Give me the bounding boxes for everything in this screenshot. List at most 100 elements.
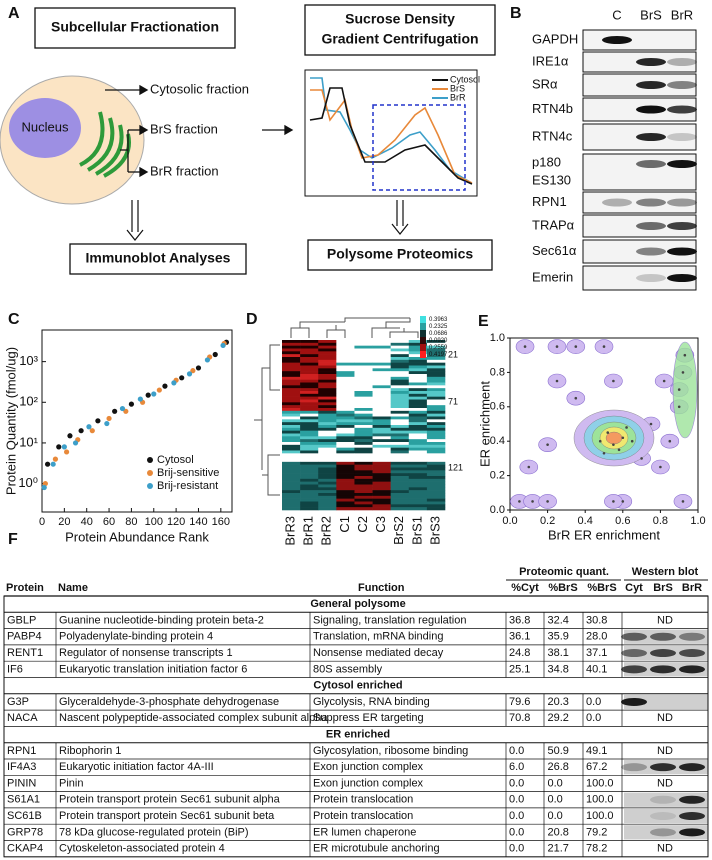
point xyxy=(574,396,578,400)
cell: 36.1 xyxy=(509,631,530,643)
heat-cell xyxy=(390,399,410,403)
heat-cell xyxy=(354,405,373,409)
band xyxy=(602,36,632,44)
heat-cell xyxy=(372,450,391,454)
heat-cell xyxy=(300,453,319,457)
heat-cell xyxy=(282,396,301,400)
heat-cell xyxy=(300,473,319,477)
heat-cell xyxy=(426,439,446,443)
x-tick-label: 0.6 xyxy=(615,515,630,527)
panel-label: E xyxy=(478,313,489,330)
heat-cell xyxy=(300,354,319,358)
y-tick-label: 0.8 xyxy=(490,366,505,378)
box-text: Polysome Proteomics xyxy=(327,246,473,262)
box xyxy=(34,7,236,49)
heat-cell xyxy=(354,442,373,446)
heat-cell xyxy=(354,408,373,412)
box-text: Sucrose Density xyxy=(345,11,455,27)
heat-cell xyxy=(426,450,446,454)
heat-cell xyxy=(282,433,301,437)
panel-label: C xyxy=(8,311,20,328)
point xyxy=(145,392,151,398)
heat-cell xyxy=(318,464,337,468)
cell: 0.0 xyxy=(509,745,524,757)
point xyxy=(546,500,549,503)
heat-cell xyxy=(336,410,355,414)
heat-cell xyxy=(318,444,337,448)
point xyxy=(683,353,687,357)
heat-cell xyxy=(336,419,355,423)
cell: S61A1 xyxy=(7,794,40,806)
cell: Protein transport protein Sec61 subunit … xyxy=(59,794,281,806)
heat-cell xyxy=(336,447,355,451)
band xyxy=(636,58,666,66)
heat-cell xyxy=(300,459,319,463)
density-ridge xyxy=(672,341,698,439)
heat-cell xyxy=(426,391,446,395)
row-label: RPN1 xyxy=(532,194,567,209)
heat-cell xyxy=(282,495,301,499)
heat-cell xyxy=(282,357,301,361)
heat-cell xyxy=(318,382,337,386)
cell: 28.0 xyxy=(586,631,607,643)
heat-cell xyxy=(408,362,428,366)
column-label: C3 xyxy=(373,516,388,533)
heat-cell xyxy=(408,342,428,346)
heat-cell xyxy=(426,442,446,446)
heat-cell xyxy=(408,461,428,465)
heat-cell xyxy=(354,340,373,344)
heat-cell xyxy=(318,447,337,451)
heat-cell xyxy=(426,402,446,406)
heat-cell xyxy=(318,376,337,380)
heat-cell xyxy=(318,396,337,400)
heat-cell xyxy=(336,459,355,463)
heat-cell xyxy=(372,382,391,386)
panel-label: B xyxy=(510,5,522,22)
cell: GBLP xyxy=(7,614,36,626)
cell: 37.1 xyxy=(586,647,607,659)
cell: Ribophorin 1 xyxy=(59,745,121,757)
x-tick-label: 40 xyxy=(81,516,93,528)
heat-cell xyxy=(318,354,337,358)
cell: GRP78 xyxy=(7,826,43,838)
heat-cell xyxy=(336,422,355,426)
heat-cell xyxy=(336,439,355,443)
heat-cell xyxy=(426,399,446,403)
heat-cell xyxy=(390,359,410,363)
heat-cell xyxy=(426,348,446,352)
heat-cell xyxy=(282,481,301,485)
heat-cell xyxy=(354,399,373,403)
cell: 32.4 xyxy=(548,614,569,626)
cell: 79.6 xyxy=(509,696,530,708)
point xyxy=(78,428,84,434)
cell: 6.0 xyxy=(509,761,524,773)
heat-cell xyxy=(282,501,301,505)
heat-cell xyxy=(300,388,319,392)
point xyxy=(151,391,157,397)
heat-cell xyxy=(426,490,446,494)
heat-cell xyxy=(372,439,391,443)
cell: 0.0 xyxy=(509,794,524,806)
column-label: BrR1 xyxy=(301,516,316,546)
point xyxy=(606,431,610,434)
point xyxy=(630,439,634,443)
heat-cell xyxy=(408,490,428,494)
heat-cell xyxy=(372,345,391,349)
region xyxy=(372,104,466,191)
heat-cell xyxy=(390,447,410,451)
heat-cell xyxy=(282,436,301,440)
heat-cell xyxy=(372,490,391,494)
heat-cell xyxy=(354,425,373,429)
heat-cell xyxy=(336,408,355,412)
heat-cell xyxy=(300,456,319,460)
table-frame xyxy=(3,595,709,858)
x-tick-label: 0.0 xyxy=(502,515,517,527)
cell: 67.2 xyxy=(586,761,607,773)
cell: Eukaryotic translation initiation factor… xyxy=(59,663,247,675)
heat-cell xyxy=(372,478,391,482)
heat-cell xyxy=(336,444,355,448)
heat-cell xyxy=(282,354,301,358)
cell: 0.0 xyxy=(548,810,563,822)
heat-cell xyxy=(354,342,373,346)
heat-cell xyxy=(372,385,391,389)
